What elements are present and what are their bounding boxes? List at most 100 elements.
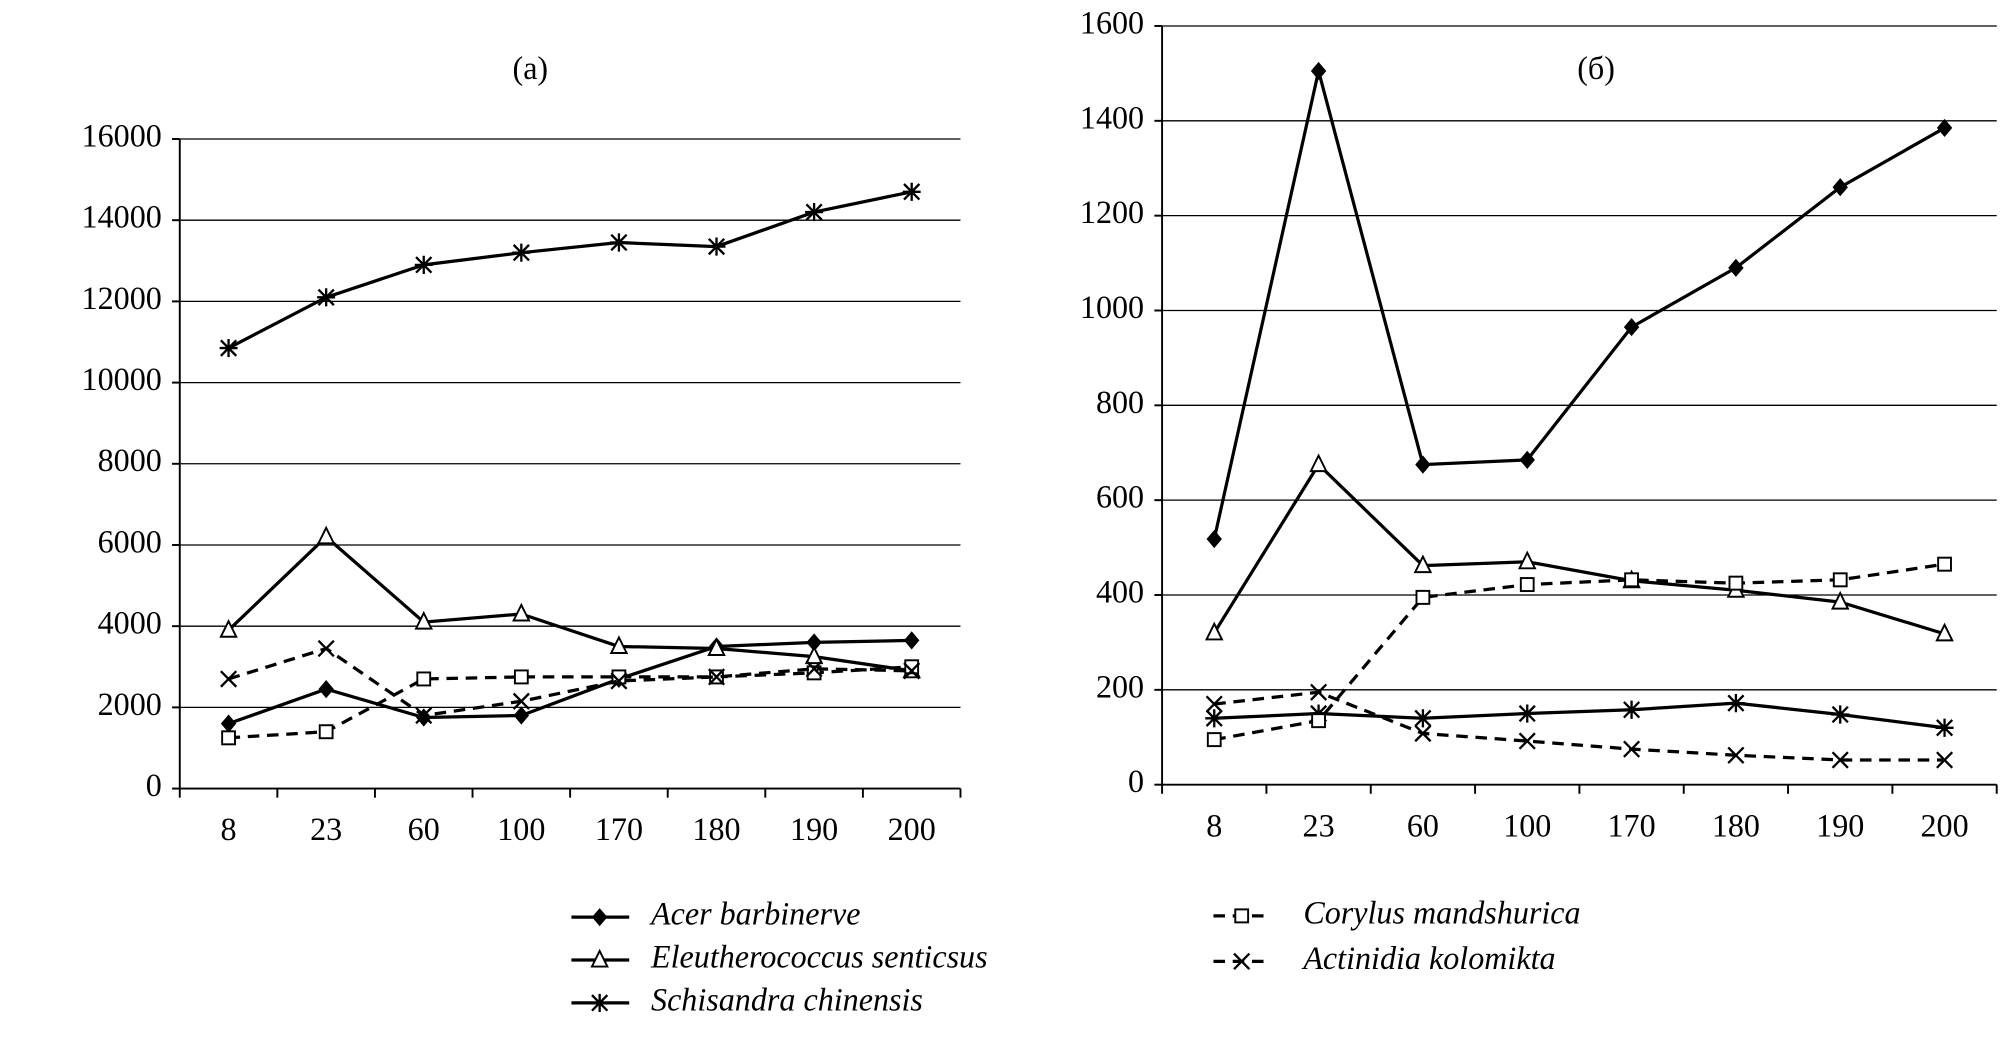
marker-shape: [1519, 577, 1535, 593]
data-point: [1831, 751, 1849, 769]
data-point: [1624, 572, 1639, 588]
data-point: [707, 668, 726, 686]
marker-shape: [317, 639, 335, 658]
data-point: [609, 233, 628, 252]
data-point: [512, 243, 531, 262]
data-point: [316, 525, 336, 545]
marker-shape: [902, 182, 921, 201]
marker-shape: [903, 631, 920, 650]
data-point: [1936, 751, 1954, 769]
y-tick-label: 12000: [82, 280, 162, 316]
data-point: [609, 635, 629, 654]
data-point: [903, 662, 921, 680]
marker-shape: [1205, 695, 1223, 713]
marker-shape: [1623, 317, 1640, 337]
marker-shape: [707, 637, 726, 656]
x-tick-label: 23: [1303, 807, 1335, 843]
legend-marker: [591, 908, 608, 927]
data-point: [1832, 178, 1848, 197]
marker-shape: [1830, 590, 1850, 610]
data-point: [221, 730, 236, 746]
data-point: [1309, 453, 1328, 473]
marker-shape: [1413, 554, 1433, 574]
data-point: [1206, 529, 1222, 549]
y-tick-label: 2000: [98, 686, 162, 722]
series-line: [227, 534, 912, 673]
data-point: [1519, 450, 1535, 469]
marker-shape: [1414, 724, 1432, 743]
marker-shape: [609, 635, 629, 654]
data-point: [1518, 732, 1536, 750]
marker-shape: [707, 237, 726, 256]
marker-shape: [1622, 700, 1641, 719]
marker-shape: [220, 714, 237, 733]
y-tick-label: 14000: [82, 198, 162, 234]
data-point: [416, 671, 432, 687]
data-point: [1413, 554, 1433, 574]
data-point: [513, 669, 529, 685]
marker-shape: [1206, 529, 1222, 549]
y-tick-label: 10000: [82, 361, 162, 397]
data-point: [1726, 694, 1745, 713]
x-tick-label: 200: [888, 811, 936, 847]
marker-shape: [1311, 713, 1326, 729]
series-line: [1212, 70, 1946, 540]
legend-label: Corylus mandshurica: [1303, 894, 1580, 930]
x-tick-label: 60: [1407, 807, 1439, 843]
marker-shape: [414, 255, 433, 274]
marker-shape: [904, 659, 920, 675]
data-point: [414, 610, 434, 630]
marker-shape: [1728, 258, 1744, 277]
y-tick-label: 0: [1128, 763, 1144, 799]
data-point: [804, 645, 824, 665]
x-tick-label: 100: [1503, 807, 1551, 843]
y-tick-label: 4000: [98, 604, 162, 640]
data-point: [1519, 577, 1535, 593]
marker-shape: [1937, 556, 1952, 572]
series-line: [227, 190, 913, 350]
marker-shape: [1415, 589, 1431, 605]
x-tick-label: 170: [1608, 807, 1656, 843]
marker-shape: [219, 618, 238, 638]
marker-shape: [1206, 732, 1222, 748]
data-point: [1205, 709, 1224, 728]
marker-shape: [707, 668, 726, 686]
data-point: [610, 672, 628, 690]
legend-label: Actinidia kolomikta: [1301, 940, 1555, 976]
marker-shape: [610, 672, 628, 690]
x-tick-label: 8: [1206, 807, 1222, 843]
marker-shape: [1233, 952, 1251, 970]
y-tick-label: 800: [1096, 384, 1144, 420]
marker-shape: [1309, 453, 1328, 473]
marker-shape: [415, 706, 433, 725]
data-point: [415, 706, 433, 725]
marker-shape: [512, 243, 531, 262]
data-point: [1832, 572, 1848, 588]
data-point: [1935, 718, 1954, 737]
data-point: [805, 660, 823, 678]
marker-shape: [1935, 718, 1954, 737]
y-tick-label: 8000: [98, 442, 162, 478]
x-tick-label: 190: [1816, 807, 1864, 843]
legend-label: Schisandra chinensis: [651, 981, 923, 1017]
marker-shape: [1936, 118, 1953, 138]
y-tick-label: 1600: [1080, 4, 1144, 40]
data-point: [1517, 550, 1537, 570]
marker-shape: [1624, 572, 1639, 588]
marker-shape: [1234, 908, 1250, 924]
series-line: [228, 646, 912, 718]
chart-title: (a): [513, 50, 549, 86]
marker-shape: [221, 730, 236, 746]
marker-shape: [219, 338, 238, 358]
marker-shape: [1205, 709, 1224, 728]
legend-marker: [1233, 952, 1251, 970]
series-line: [1212, 462, 1946, 636]
marker-shape: [1518, 704, 1537, 723]
data-point: [1415, 589, 1431, 605]
x-tick-label: 60: [408, 811, 440, 847]
data-point: [1728, 258, 1744, 277]
data-point: [414, 255, 433, 274]
marker-shape: [1310, 683, 1328, 701]
y-tick-label: 1000: [1080, 289, 1144, 325]
